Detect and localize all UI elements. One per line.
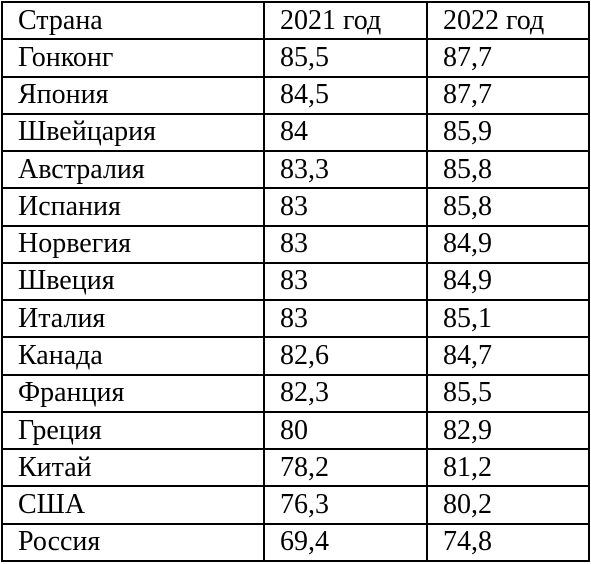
value-2021-cell: 82,6 xyxy=(263,336,428,376)
table-row: Китай 78,2 81,2 xyxy=(1,448,590,488)
value-2022-cell: 84,9 xyxy=(426,261,590,302)
table-row: Испания 83 85,8 xyxy=(1,187,590,227)
country-cell: Япония xyxy=(1,75,265,115)
value-2021-cell: 80 xyxy=(263,410,428,451)
country-cell: Китай xyxy=(1,448,265,488)
country-cell: Гонконг xyxy=(1,38,265,78)
country-cell: Швеция xyxy=(1,261,265,302)
value-2021-cell: 82,3 xyxy=(263,373,428,413)
value-2021-cell: 69,4 xyxy=(263,522,428,563)
header-cell-country: Страна xyxy=(1,0,265,41)
header-row: Страна 2021 год 2022 год xyxy=(1,0,590,41)
table-row: Япония 84,5 87,7 xyxy=(1,75,590,115)
value-2022-cell: 82,9 xyxy=(426,410,590,451)
country-cell: США xyxy=(1,485,265,525)
country-cell: Швейцария xyxy=(1,112,265,153)
value-2022-cell: 85,9 xyxy=(426,112,590,153)
table-row: Швеция 83 84,9 xyxy=(1,261,590,302)
country-cell: Испания xyxy=(1,187,265,227)
value-2021-cell: 83 xyxy=(263,187,428,227)
value-2022-cell: 81,2 xyxy=(426,448,590,488)
value-2021-cell: 83,3 xyxy=(263,150,428,190)
value-2021-cell: 84 xyxy=(263,112,428,153)
country-cell: Франция xyxy=(1,373,265,413)
country-cell: Греция xyxy=(1,410,265,451)
table-row: Австралия 83,3 85,8 xyxy=(1,150,590,190)
value-2022-cell: 74,8 xyxy=(426,522,590,563)
country-cell: Россия xyxy=(1,522,265,563)
value-2022-cell: 85,1 xyxy=(426,299,590,339)
value-2022-cell: 85,5 xyxy=(426,373,590,413)
table-row: Гонконг 85,5 87,7 xyxy=(1,38,590,78)
value-2022-cell: 87,7 xyxy=(426,38,590,78)
value-2022-cell: 84,9 xyxy=(426,224,590,264)
header-cell-2021: 2021 год xyxy=(263,0,428,41)
value-2022-cell: 85,8 xyxy=(426,187,590,227)
value-2022-cell: 85,8 xyxy=(426,150,590,190)
value-2021-cell: 78,2 xyxy=(263,448,428,488)
table-row: Италия 83 85,1 xyxy=(1,299,590,339)
value-2021-cell: 76,3 xyxy=(263,485,428,525)
value-2021-cell: 85,5 xyxy=(263,38,428,78)
table-row: Греция 80 82,9 xyxy=(1,410,590,451)
value-2021-cell: 83 xyxy=(263,224,428,264)
value-2021-cell: 84,5 xyxy=(263,75,428,115)
value-2022-cell: 84,7 xyxy=(426,336,590,376)
table-row: США 76,3 80,2 xyxy=(1,485,590,525)
value-2021-cell: 83 xyxy=(263,299,428,339)
country-cell: Норвегия xyxy=(1,224,265,264)
table-row: Франция 82,3 85,5 xyxy=(1,373,590,413)
header-cell-2022: 2022 год xyxy=(426,0,590,41)
country-cell: Италия xyxy=(1,299,265,339)
value-2021-cell: 83 xyxy=(263,261,428,302)
country-cell: Канада xyxy=(1,336,265,376)
table-row: Канада 82,6 84,7 xyxy=(1,336,590,376)
table-row: Швейцария 84 85,9 xyxy=(1,112,590,153)
table-row: Россия 69,4 74,8 xyxy=(1,522,590,563)
value-2022-cell: 87,7 xyxy=(426,75,590,115)
country-cell: Австралия xyxy=(1,150,265,190)
table-row: Норвегия 83 84,9 xyxy=(1,224,590,264)
value-2022-cell: 80,2 xyxy=(426,485,590,525)
